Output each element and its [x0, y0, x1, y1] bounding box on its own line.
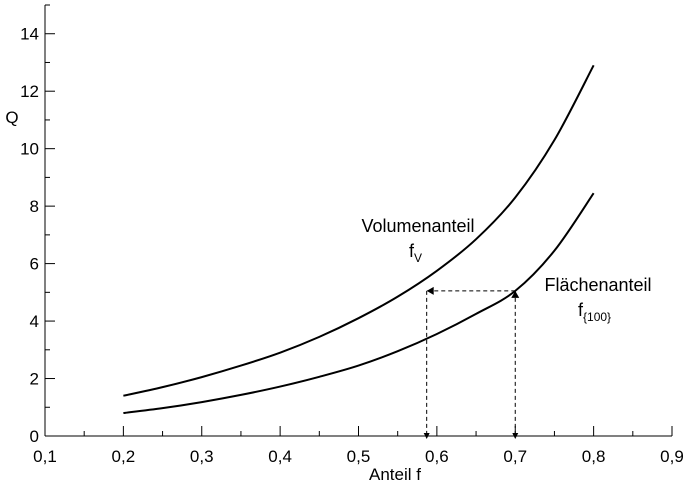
- y-tick-label: 12: [20, 82, 39, 101]
- x-tick-label: 0,8: [582, 447, 606, 466]
- series-label-flaechenanteil-symbol: f{100}: [578, 300, 611, 324]
- y-tick-label: 2: [30, 370, 39, 389]
- annotation-group: [423, 286, 520, 439]
- series-label-volumenanteil-main: Volumenanteil: [361, 216, 474, 236]
- y-tick-label: 10: [20, 140, 39, 159]
- y-tick-label: 8: [30, 197, 39, 216]
- series-group: [123, 64, 595, 415]
- annotation-arrowhead-flaechen: [511, 290, 520, 298]
- series-label-volumenanteil: Volumenanteil: [361, 216, 474, 236]
- x-tick-label: 0,6: [425, 447, 449, 466]
- y-tick-label: 4: [30, 312, 39, 331]
- annotation-arrowhead-volumen: [426, 286, 434, 295]
- y-axis-title: Q: [5, 108, 18, 127]
- x-tick-label: 0,4: [268, 447, 292, 466]
- x-tick-label: 0,3: [190, 447, 214, 466]
- y-tick-label: 6: [30, 255, 39, 274]
- series-label-flaechenanteil: Flächenanteil: [544, 275, 651, 295]
- series-label-flaechenanteil-main: Flächenanteil: [544, 275, 651, 295]
- series-line-volumenanteil: [123, 64, 595, 397]
- x-tick-label: 0,5: [347, 447, 371, 466]
- x-tick-label: 0,2: [112, 447, 136, 466]
- y-tick-label: 0: [30, 427, 39, 446]
- axes: 0,1 0,2 0,3 0,4 0,5 0,6 0,7 0,8 0,9 0 2 4 6 8 10 12 14: [20, 4, 684, 466]
- y-tick-label: 14: [20, 25, 39, 44]
- x-axis-title: Anteil f: [369, 465, 421, 484]
- series-label-volumenanteil-symbol: fV: [409, 241, 422, 265]
- x-tick-label: 0,9: [660, 447, 684, 466]
- series-label-flaechenanteil-sub: {100}: [583, 310, 611, 324]
- series-label-volumenanteil-sub: V: [414, 251, 422, 265]
- series-line-flaechenanteil: [123, 192, 595, 415]
- x-tick-label: 0,7: [503, 447, 527, 466]
- x-tick-label: 0,1: [33, 447, 57, 466]
